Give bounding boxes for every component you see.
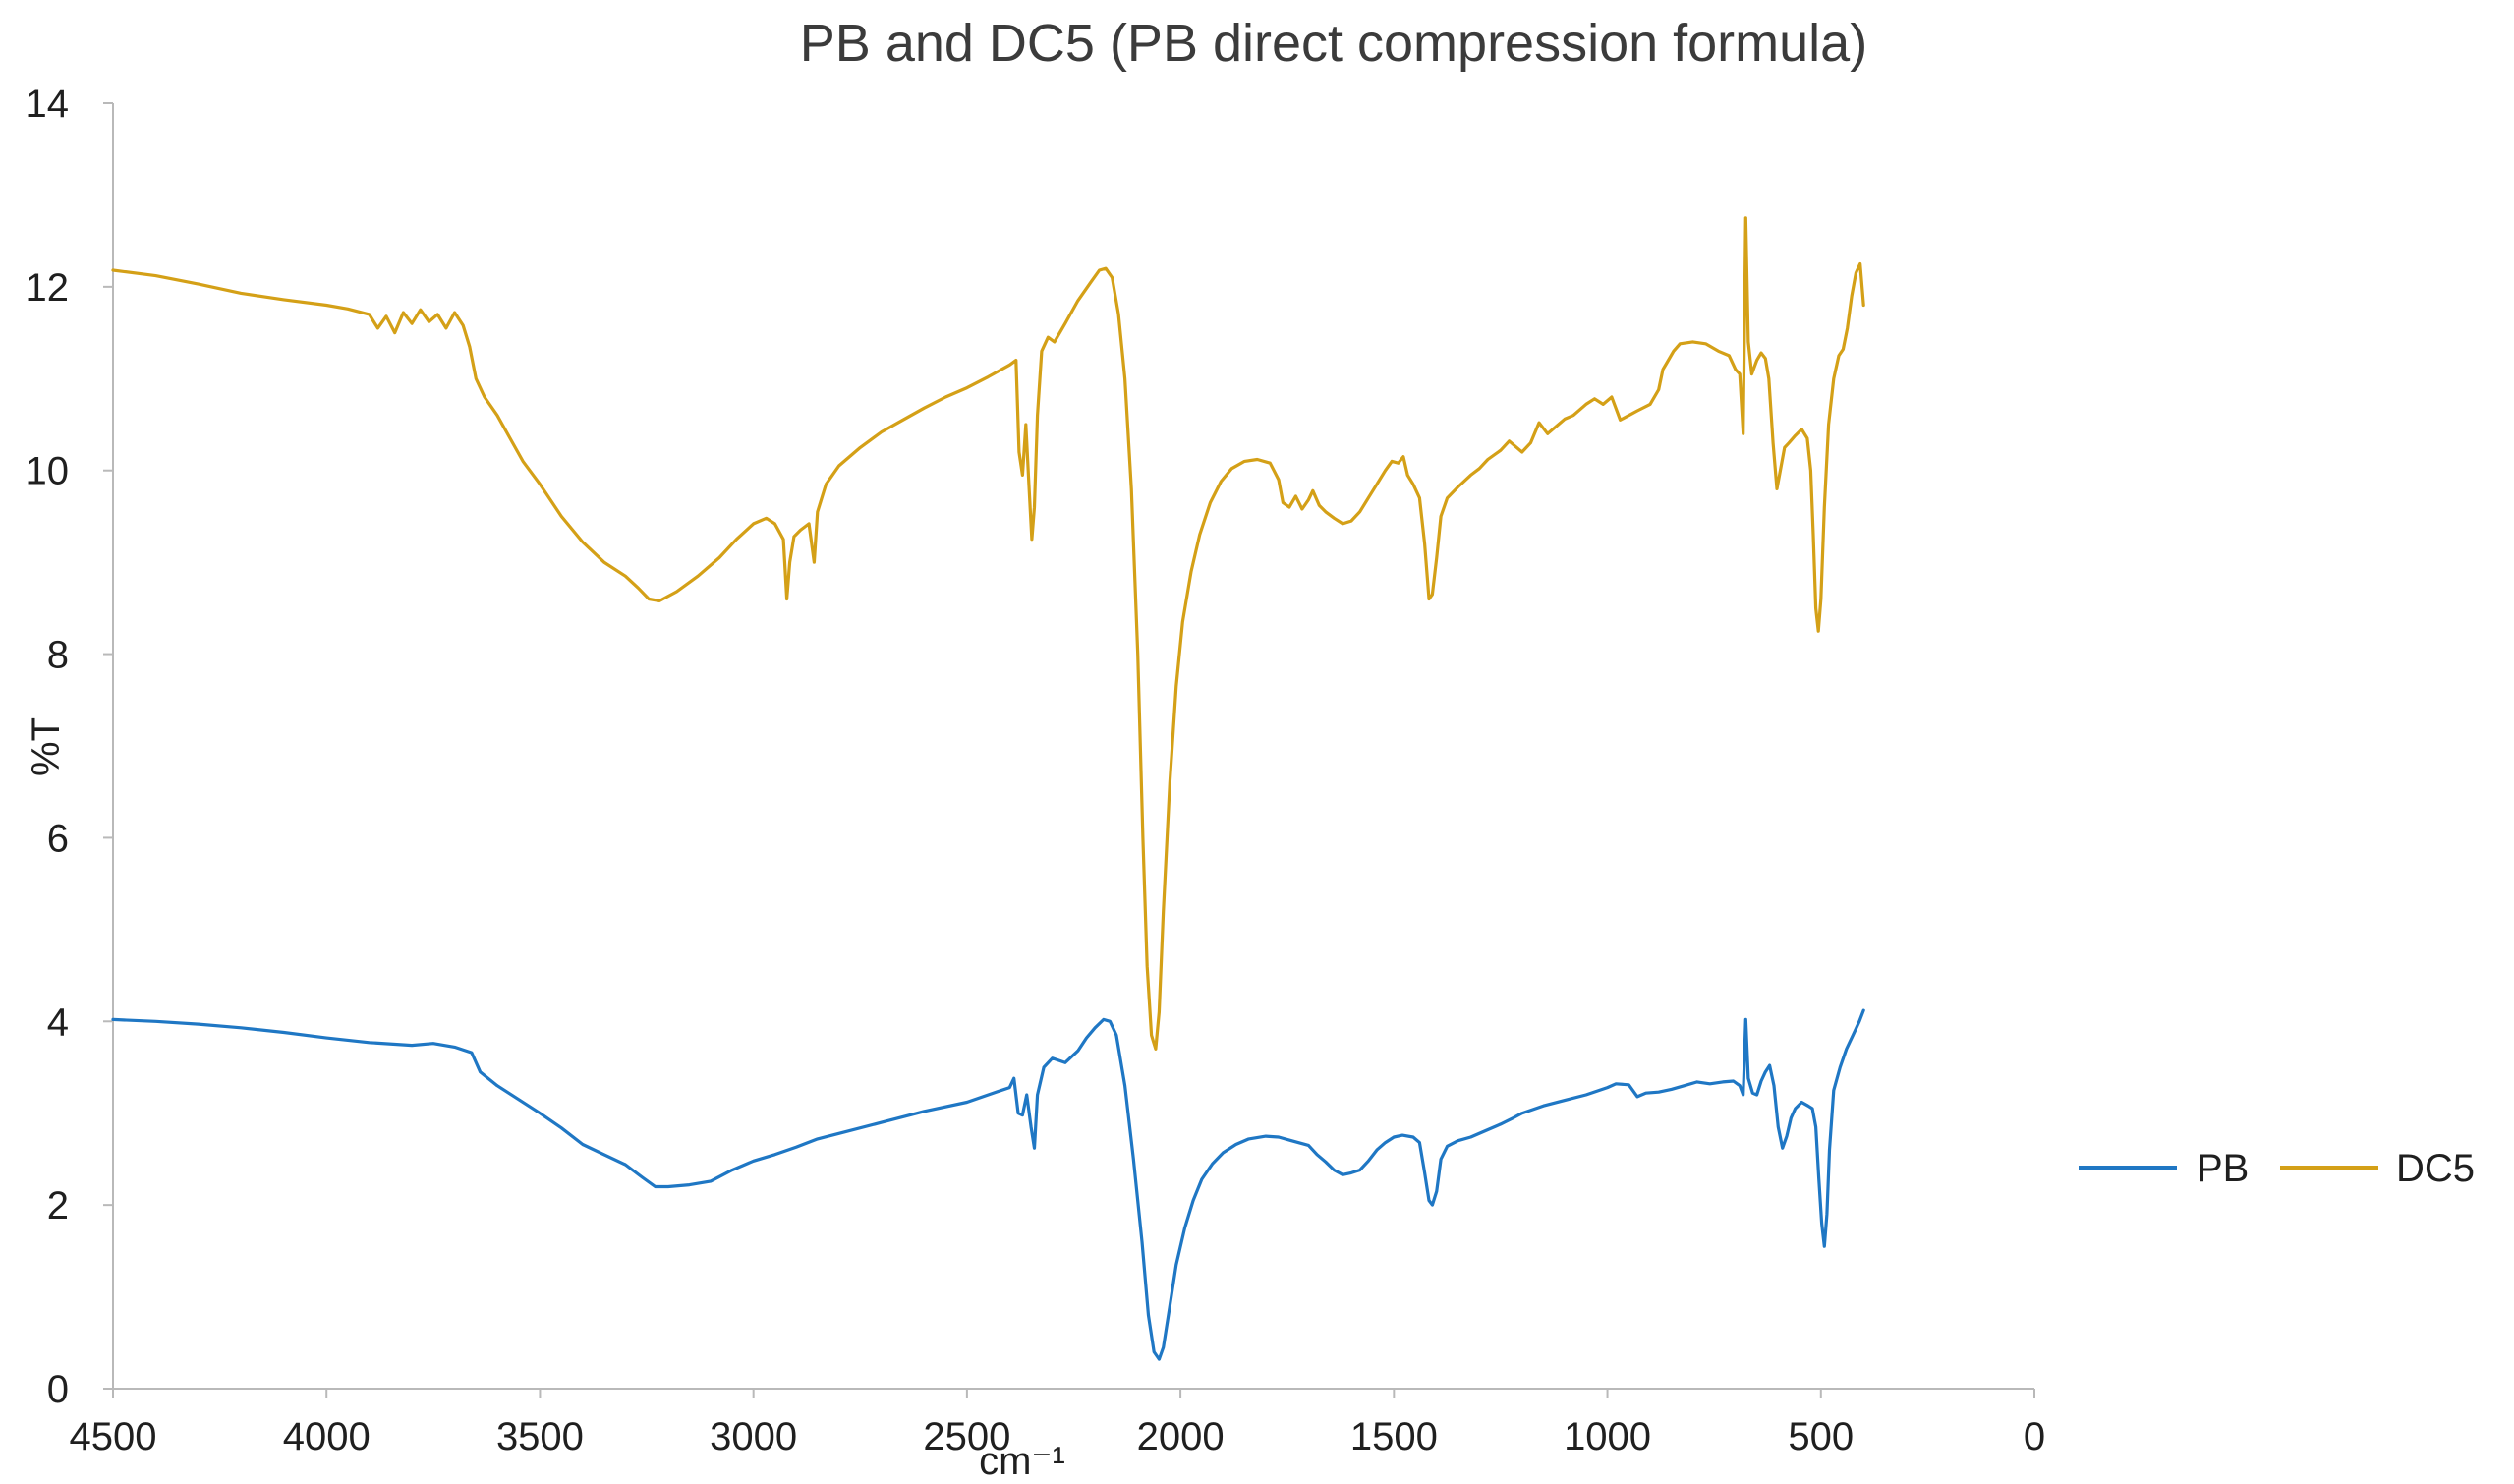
- x-tick-label: 3500: [496, 1415, 584, 1458]
- y-tick-label: 4: [47, 1000, 69, 1044]
- y-axis-title: %T: [25, 717, 68, 776]
- series-layer: [113, 218, 1863, 1359]
- x-tick-label: 4500: [70, 1415, 157, 1458]
- x-tick-label: 1500: [1350, 1415, 1438, 1458]
- y-tick-label: 10: [26, 450, 70, 493]
- x-tick-label: 500: [1788, 1415, 1854, 1458]
- series-line-dc5: [113, 218, 1863, 1050]
- legend-label-dc5: DC5: [2396, 1147, 2475, 1190]
- x-tick-label: 4000: [283, 1415, 371, 1458]
- y-tick-label: 14: [26, 83, 70, 126]
- y-tick-label: 2: [47, 1184, 69, 1227]
- x-tick-label: 2000: [1137, 1415, 1225, 1458]
- x-tick-label: 0: [2024, 1415, 2045, 1458]
- chart-title: PB and DC5 (PB direct compression formul…: [800, 14, 1867, 73]
- x-axis-title: cm⁻¹: [979, 1440, 1065, 1483]
- x-tick-label: 1000: [1564, 1415, 1651, 1458]
- y-tick-label: 0: [47, 1368, 69, 1411]
- legend-label-pb: PB: [2197, 1147, 2249, 1190]
- legend: PB DC5: [2079, 1147, 2475, 1190]
- x-tick-label: 3000: [710, 1415, 797, 1458]
- y-tick-label: 6: [47, 817, 69, 860]
- y-tick-label: 12: [26, 266, 70, 310]
- series-line-pb: [113, 1010, 1863, 1359]
- y-tick-label: 8: [47, 634, 69, 677]
